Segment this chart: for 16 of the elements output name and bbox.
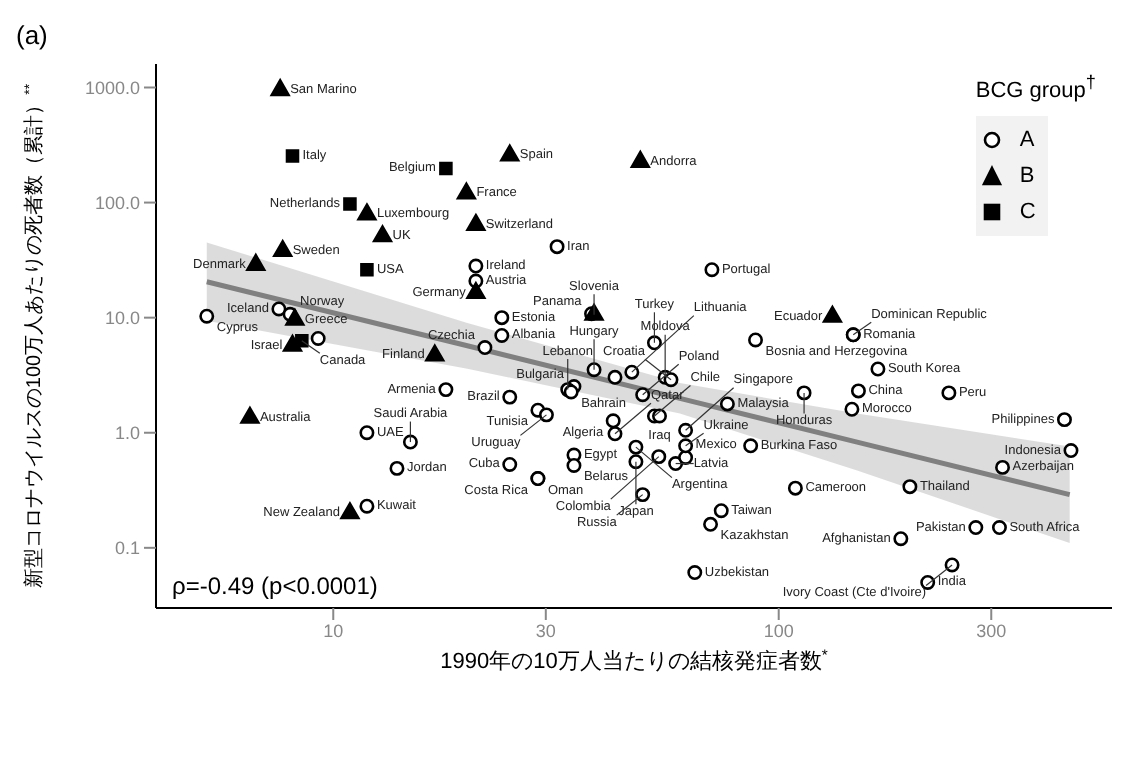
x-tick-label: 10 <box>323 620 344 641</box>
x-tick-label: 30 <box>535 620 556 641</box>
legend-title: BCG group$^{†}$ <box>975 72 1096 104</box>
x-tick-label: 100 <box>763 620 794 641</box>
y-tick-label: 10.0 <box>104 308 140 329</box>
legend-label: C <box>1019 199 1038 224</box>
note: ρ=-0.49 (p<0.0001) <box>172 572 378 600</box>
legend-label: A <box>1019 127 1037 152</box>
legend-label: B <box>1019 163 1037 188</box>
y-tick-label: 100.0 <box>94 192 140 213</box>
y-tick-label: 0.1 <box>114 538 140 559</box>
x-axis-title: 1990年の10万人当たりの結核発症者数$^{*}$ <box>440 645 828 674</box>
y-tick-label: 1.0 <box>114 423 140 444</box>
y-tick-label: 1000.0 <box>84 77 140 98</box>
x-tick-label: 300 <box>976 620 1007 641</box>
note: (a) <box>16 20 48 50</box>
